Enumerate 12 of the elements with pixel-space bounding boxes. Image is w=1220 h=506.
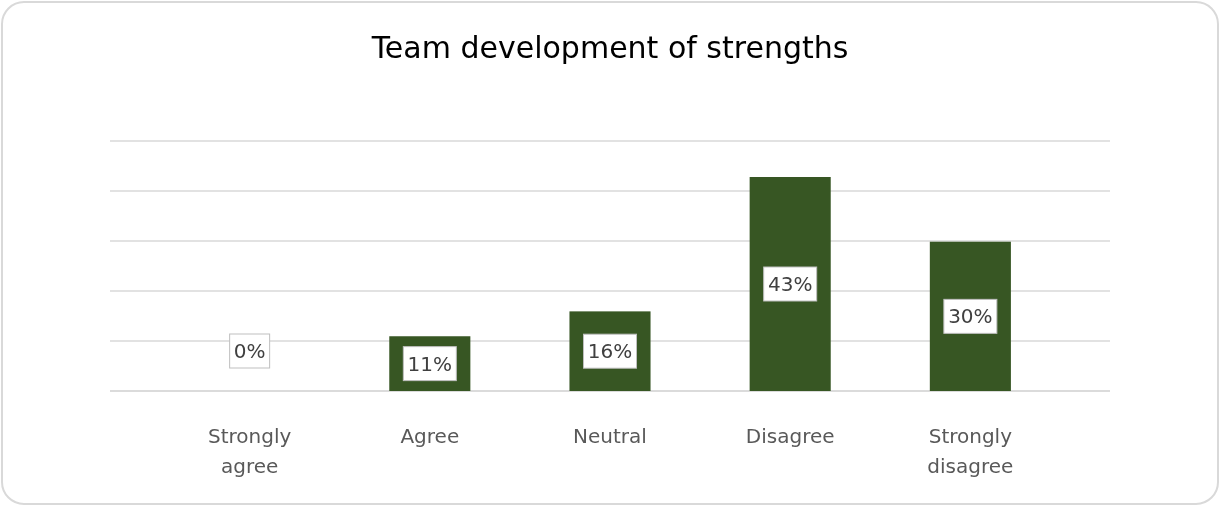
data-label: 16% xyxy=(587,339,633,364)
x-tick-label: Strongly disagree xyxy=(927,424,1014,478)
bar xyxy=(749,177,831,391)
data-label: 30% xyxy=(948,304,993,329)
x-tick-label: Neutral xyxy=(573,424,647,448)
x-tick-label: Agree xyxy=(400,424,460,448)
x-tick-label: Strongly agree xyxy=(207,424,292,478)
data-label: 43% xyxy=(767,272,813,296)
chart-title: Team development of strengths xyxy=(370,30,849,65)
data-label: 11% xyxy=(407,351,453,376)
x-tick-label: Disagree xyxy=(745,424,835,448)
data-label: 0% xyxy=(233,339,266,363)
